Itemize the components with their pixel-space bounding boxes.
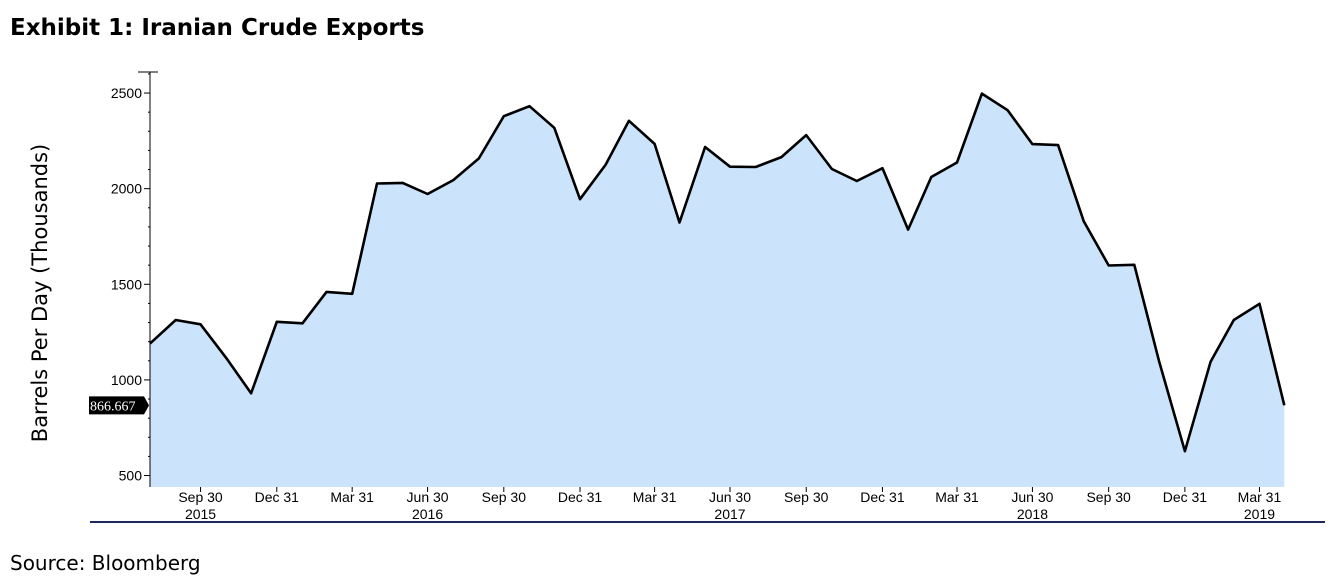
data-point [1057,144,1059,146]
last-value-marker [89,396,149,415]
chart-title: Exhibit 1: Iranian Crude Exports [10,15,425,41]
y-tick-label: 2000 [111,181,142,197]
data-point [1133,264,1135,266]
data-point [907,228,909,230]
data-point [528,105,530,107]
data-point [755,166,757,168]
y-tick-label: 500 [119,468,143,484]
data-point [1184,450,1186,452]
data-point [1233,319,1235,321]
x-tick-label: Mar 31 [1238,489,1282,505]
x-tick-label: Jun 30 [407,489,449,505]
data-point [881,167,883,169]
x-year-label: 2015 [185,506,216,522]
data-point [199,323,201,325]
data-point [1258,303,1260,305]
x-tick-label: Sep 30 [482,489,527,505]
data-point [325,291,327,293]
data-point [780,156,782,158]
data-point [1083,220,1085,222]
x-tick-label: Dec 31 [1163,489,1208,505]
x-year-label: 2016 [412,506,443,522]
last-value-label: 866.667 [90,399,136,414]
x-tick-label: Mar 31 [330,489,374,505]
data-point [653,143,655,145]
data-point [503,115,505,117]
data-point [426,193,428,195]
data-point [225,357,227,359]
x-tick-label: Dec 31 [860,489,905,505]
data-point [301,322,303,324]
series-line [149,92,1286,453]
y-axis-label: Barrels Per Day (Thousands) [28,144,52,442]
data-point [579,198,581,200]
data-point [478,157,480,159]
data-point [729,166,731,168]
data-point [553,127,555,129]
data-point [1283,404,1285,406]
x-year-label: 2019 [1244,506,1275,522]
data-point [1031,143,1033,145]
data-point [276,321,278,323]
data-point [678,221,680,223]
x-tick-label: Jun 30 [1011,489,1053,505]
x-tick-label: Mar 31 [633,489,677,505]
data-point [1158,361,1160,363]
x-year-label: 2018 [1017,506,1048,522]
data-point [956,161,958,163]
y-tick-label: 1000 [111,372,142,388]
y-tick-label: 1500 [111,276,142,292]
data-point [175,319,177,321]
data-point [856,180,858,182]
data-point [402,182,404,184]
x-tick-label: Sep 30 [784,489,829,505]
x-tick-label: Jun 30 [709,489,751,505]
data-point [452,179,454,181]
data-point [628,120,630,122]
data-point [605,163,607,165]
data-point [930,176,932,178]
data-point [831,168,833,170]
y-tick-label: 2500 [111,85,142,101]
x-tick-label: Dec 31 [255,489,300,505]
data-point [704,146,706,148]
data-point [981,92,983,94]
x-tick-label: Dec 31 [558,489,603,505]
x-tick-label: Sep 30 [1086,489,1131,505]
data-point [805,134,807,136]
data-point [376,182,378,184]
data-point [1108,264,1110,266]
y-axis: 500 1000 1500 2000 2500 866.667 [89,71,158,487]
source-note: Source: Bloomberg [10,551,201,575]
plot-area [149,92,1286,487]
x-tick-label: Mar 31 [935,489,979,505]
x-tick-label: Sep 30 [178,489,223,505]
data-point [1209,361,1211,363]
data-point [1006,109,1008,111]
series-area-fill [150,93,1285,487]
x-year-label: 2017 [714,506,745,522]
data-point [250,392,252,394]
data-point [351,293,353,295]
